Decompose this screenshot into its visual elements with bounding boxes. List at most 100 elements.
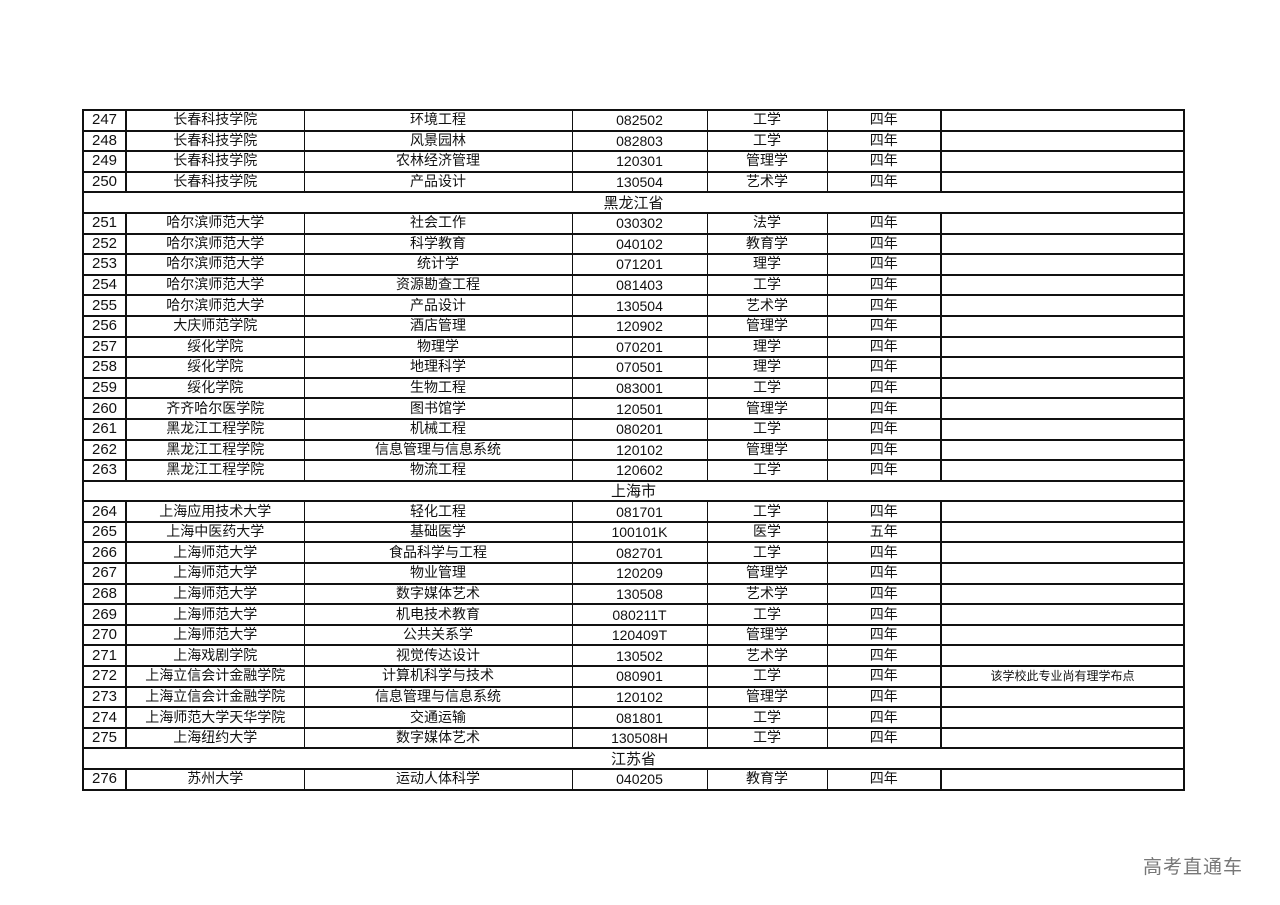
row-number-cell: 254 <box>82 274 127 297</box>
discipline-category-cell: 工学 <box>706 459 828 482</box>
table-row: 254 哈尔滨师范大学 资源勘查工程 081403 工学 四年 <box>82 274 1185 297</box>
discipline-category-cell: 工学 <box>706 665 828 688</box>
province-name: 黑龙江省 <box>82 191 1185 214</box>
major-name-cell: 产品设计 <box>303 171 573 194</box>
discipline-category-cell: 工学 <box>706 274 828 297</box>
study-duration-cell: 四年 <box>826 397 942 420</box>
major-name-cell: 图书馆学 <box>303 397 573 420</box>
province-header-row: 黑龙江省 <box>82 191 1185 214</box>
major-code-cell: 071201 <box>571 253 708 276</box>
major-name-cell: 科学教育 <box>303 233 573 256</box>
major-name-cell: 农林经济管理 <box>303 150 573 173</box>
row-number-cell: 262 <box>82 439 127 462</box>
study-duration-cell: 四年 <box>826 459 942 482</box>
row-number-cell: 248 <box>82 130 127 153</box>
table-row: 276 苏州大学 运动人体科学 040205 教育学 四年 <box>82 768 1185 791</box>
study-duration-cell: 四年 <box>826 377 942 400</box>
remark-cell <box>940 521 1185 544</box>
province-name: 上海市 <box>82 480 1185 503</box>
row-number-cell: 264 <box>82 500 127 523</box>
school-name-cell: 哈尔滨师范大学 <box>125 253 305 276</box>
remark-cell <box>940 418 1185 441</box>
table-row: 251 哈尔滨师范大学 社会工作 030302 法学 四年 <box>82 212 1185 235</box>
school-name-cell: 齐齐哈尔医学院 <box>125 397 305 420</box>
school-name-cell: 长春科技学院 <box>125 171 305 194</box>
major-name-cell: 计算机科学与技术 <box>303 665 573 688</box>
major-code-cell: 130504 <box>571 171 708 194</box>
remark-cell <box>940 500 1185 523</box>
major-code-cell: 120209 <box>571 562 708 585</box>
study-duration-cell: 四年 <box>826 418 942 441</box>
study-duration-cell: 四年 <box>826 583 942 606</box>
study-duration-cell: 四年 <box>826 562 942 585</box>
major-name-cell: 信息管理与信息系统 <box>303 439 573 462</box>
row-number-cell: 261 <box>82 418 127 441</box>
major-code-cell: 130502 <box>571 644 708 668</box>
discipline-category-cell: 法学 <box>706 212 828 235</box>
major-name-cell: 视觉传达设计 <box>303 644 573 668</box>
discipline-category-cell: 工学 <box>706 603 828 626</box>
major-code-cell: 081403 <box>571 274 708 297</box>
study-duration-cell: 四年 <box>826 541 942 565</box>
major-code-cell: 130508H <box>571 727 708 750</box>
remark-cell <box>940 171 1185 194</box>
school-name-cell: 大庆师范学院 <box>125 315 305 338</box>
row-number-cell: 267 <box>82 562 127 585</box>
major-code-cell: 080201 <box>571 418 708 441</box>
study-duration-cell: 四年 <box>826 686 942 709</box>
table-row: 259 绥化学院 生物工程 083001 工学 四年 <box>82 377 1185 400</box>
discipline-category-cell: 理学 <box>706 253 828 276</box>
discipline-category-cell: 艺术学 <box>706 171 828 194</box>
major-name-cell: 运动人体科学 <box>303 768 573 791</box>
row-number-cell: 276 <box>82 768 127 791</box>
row-number-cell: 270 <box>82 624 127 647</box>
row-number-cell: 274 <box>82 706 127 729</box>
study-duration-cell: 四年 <box>826 109 942 132</box>
remark-cell <box>940 644 1185 668</box>
major-code-cell: 030302 <box>571 212 708 235</box>
major-name-cell: 食品科学与工程 <box>303 541 573 565</box>
study-duration-cell: 四年 <box>826 130 942 153</box>
school-name-cell: 长春科技学院 <box>125 150 305 173</box>
table-row: 249 长春科技学院 农林经济管理 120301 管理学 四年 <box>82 150 1185 173</box>
table-row: 274 上海师范大学天华学院 交通运输 081801 工学 四年 <box>82 706 1185 729</box>
major-code-cell: 082803 <box>571 130 708 153</box>
major-name-cell: 资源勘查工程 <box>303 274 573 297</box>
row-number-cell: 257 <box>82 336 127 359</box>
study-duration-cell: 四年 <box>826 274 942 297</box>
remark-cell <box>940 768 1185 791</box>
major-name-cell: 社会工作 <box>303 212 573 235</box>
remark-cell <box>940 356 1185 379</box>
school-name-cell: 上海师范大学 <box>125 541 305 565</box>
study-duration-cell: 四年 <box>826 706 942 729</box>
major-name-cell: 数字媒体艺术 <box>303 727 573 750</box>
remark-cell <box>940 109 1185 132</box>
table-body: 247 长春科技学院 环境工程 082502 工学 四年 248 长春科技学院 风景园林 0828… <box>82 109 1185 791</box>
study-duration-cell: 四年 <box>826 212 942 235</box>
row-number-cell: 253 <box>82 253 127 276</box>
discipline-category-cell: 艺术学 <box>706 294 828 317</box>
table-row: 247 长春科技学院 环境工程 082502 工学 四年 <box>82 109 1185 132</box>
major-code-cell: 040102 <box>571 233 708 256</box>
school-name-cell: 上海立信会计金融学院 <box>125 665 305 688</box>
remark-cell <box>940 397 1185 420</box>
major-code-cell: 083001 <box>571 377 708 400</box>
major-name-cell: 轻化工程 <box>303 500 573 523</box>
row-number-cell: 271 <box>82 644 127 668</box>
major-name-cell: 环境工程 <box>303 109 573 132</box>
school-name-cell: 黑龙江工程学院 <box>125 418 305 441</box>
remark-cell <box>940 253 1185 276</box>
school-name-cell: 长春科技学院 <box>125 109 305 132</box>
row-number-cell: 272 <box>82 665 127 688</box>
discipline-category-cell: 管理学 <box>706 686 828 709</box>
major-name-cell: 公共关系学 <box>303 624 573 647</box>
table-row: 255 哈尔滨师范大学 产品设计 130504 艺术学 四年 <box>82 294 1185 317</box>
major-code-cell: 120102 <box>571 686 708 709</box>
major-code-cell: 070201 <box>571 336 708 359</box>
major-name-cell: 机械工程 <box>303 418 573 441</box>
remark-cell <box>940 212 1185 235</box>
school-name-cell: 长春科技学院 <box>125 130 305 153</box>
row-number-cell: 269 <box>82 603 127 626</box>
major-name-cell: 物理学 <box>303 336 573 359</box>
table-row: 272 上海立信会计金融学院 计算机科学与技术 080901 工学 四年 该学校此专业尚有理… <box>82 665 1185 688</box>
